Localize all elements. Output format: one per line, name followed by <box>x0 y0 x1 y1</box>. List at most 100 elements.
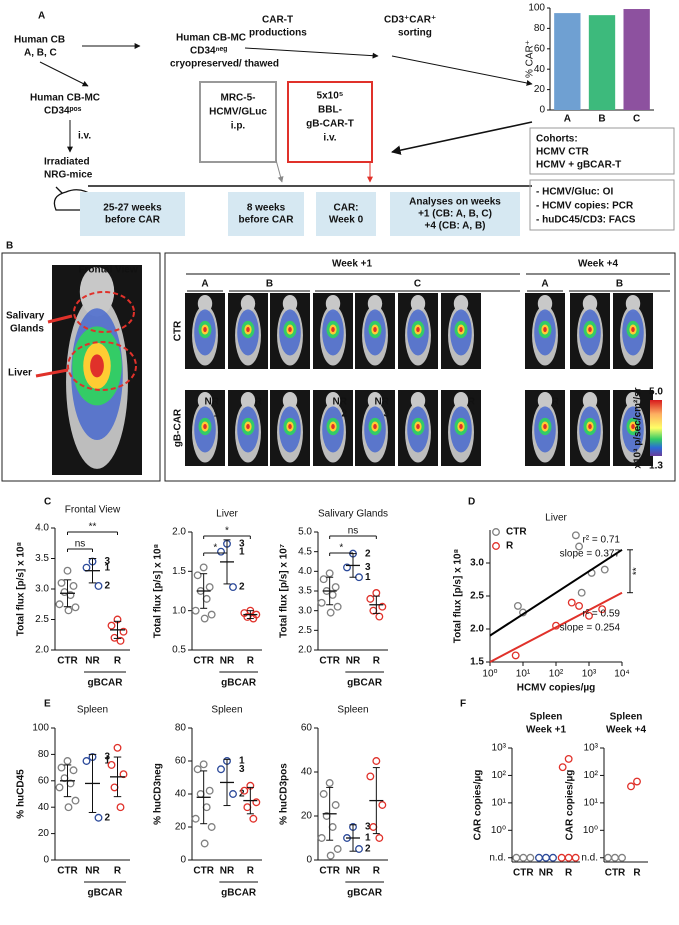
group-label: gBCAR <box>88 888 124 899</box>
x-tick-label: 10⁰ <box>482 669 497 680</box>
data-point <box>217 547 225 556</box>
mouse-head <box>453 392 469 410</box>
x-tick-label: CTR <box>57 866 78 877</box>
frontal-panel <box>1 252 161 482</box>
signal <box>416 327 420 333</box>
x-tick-label: R <box>373 656 381 667</box>
mouse-head <box>367 295 383 313</box>
x-tick-label: CTR <box>319 866 340 877</box>
data-point <box>372 589 381 597</box>
y-tick-label: 1.0 <box>172 605 186 616</box>
panel-label: F <box>460 699 466 710</box>
mouse-head <box>582 295 598 313</box>
label: productions <box>249 28 307 39</box>
mouse-head <box>282 392 298 410</box>
y-tick-label: 1.5 <box>172 566 186 577</box>
data-point <box>513 601 522 610</box>
label: CAR-T <box>262 15 293 26</box>
x-tick-label: B <box>598 114 605 125</box>
chart-title: Week +1 <box>526 725 567 736</box>
label: R <box>468 397 476 408</box>
timeline-box <box>316 192 376 236</box>
chart-title: Spleen <box>530 712 563 723</box>
x-tick-label: A <box>564 114 571 125</box>
x-tick-label: NR <box>539 868 554 879</box>
y-tick-label: 10⁰ <box>491 825 506 836</box>
point-label: 2 <box>239 582 245 593</box>
data-point <box>240 786 249 795</box>
y-tick-label: 80 <box>534 23 546 34</box>
signal <box>631 424 635 430</box>
y-axis-label: % huCD3pos <box>279 763 290 825</box>
data-point <box>116 636 125 645</box>
label: +4 (CB: A, B) <box>424 221 485 232</box>
data-point <box>328 823 337 831</box>
y-tick-label: 5.0 <box>298 527 312 538</box>
chart-title: Liver <box>545 513 567 524</box>
label: - HCMV/Gluc: OI <box>536 187 613 198</box>
x-tick-label: R <box>633 868 641 879</box>
chart-title: Spleen <box>610 712 643 723</box>
y-tick-label: 2.0 <box>172 527 186 538</box>
label: A <box>201 279 208 290</box>
color-scale <box>650 400 662 456</box>
y-tick-label: 10² <box>584 770 599 781</box>
y-tick-label: 0.5 <box>172 645 186 656</box>
data-point <box>526 853 535 862</box>
data-point <box>512 853 521 862</box>
data-point <box>343 563 351 572</box>
y-tick-label: 2.5 <box>470 591 484 602</box>
x-tick-label: R <box>373 866 381 877</box>
y-tick-label: 3.0 <box>470 558 484 569</box>
cohort-box <box>529 127 675 175</box>
y-tick-label: 0 <box>539 105 545 116</box>
label: A, B, C <box>24 48 57 59</box>
timeline-box <box>80 192 185 236</box>
data-point <box>119 770 128 779</box>
point-label: 3 <box>105 752 111 763</box>
label: CD3⁺CAR⁺ <box>384 15 436 26</box>
point-label: 3 <box>239 764 245 775</box>
significance-label: ** <box>632 567 643 575</box>
signal <box>373 327 377 333</box>
mouse-head <box>325 392 341 410</box>
y-tick-label: 2.0 <box>470 624 484 635</box>
data-point <box>577 588 586 597</box>
y-axis-label: Total flux [p/s] x 10⁷ <box>279 544 290 638</box>
data-point <box>116 803 125 812</box>
data-point <box>375 834 384 842</box>
y-tick-label: 10² <box>492 770 507 781</box>
y-tick-label: 20 <box>301 811 313 822</box>
data-point <box>575 542 584 551</box>
mouse-head <box>410 295 426 313</box>
label: A <box>541 279 548 290</box>
data-point <box>196 790 205 798</box>
x-tick-label: 10³ <box>582 669 597 680</box>
x-tick-label: CTR <box>193 656 214 667</box>
label: HCMV/GLuc <box>209 107 267 118</box>
point-label: 1 <box>365 833 371 844</box>
group-label: gBCAR <box>347 888 383 899</box>
data-point <box>326 608 335 617</box>
mouse-head <box>325 295 341 313</box>
point-label: 1 <box>239 756 245 767</box>
data-point <box>107 621 116 630</box>
data-point <box>604 853 612 862</box>
data-point <box>598 605 607 614</box>
x-tick-label: CTR <box>319 656 340 667</box>
y-axis-label: Total flux [p/s] x 10⁸ <box>453 548 464 643</box>
label: before CAR <box>105 215 161 226</box>
data-point <box>331 583 340 592</box>
data-point <box>378 801 387 809</box>
label: x10³ p/sec/cm²/sr <box>633 387 644 468</box>
y-tick-label: 10¹ <box>584 798 599 809</box>
y-tick-label: 80 <box>175 723 187 734</box>
mouse-head <box>282 295 298 313</box>
annotation: slope = 0.377 <box>560 549 621 560</box>
label: Human CB-MC <box>30 93 100 104</box>
timeline-box <box>228 192 304 236</box>
data-point <box>205 786 214 795</box>
label: Week +1 <box>332 259 373 270</box>
data-point <box>317 834 326 842</box>
label: +1 (CB: A, B, C) <box>418 209 492 220</box>
